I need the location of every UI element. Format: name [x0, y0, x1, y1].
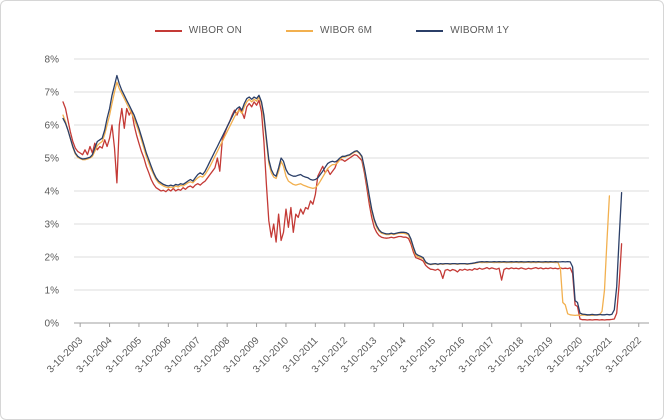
legend-item-wiborm-1y: WIBORM 1Y	[416, 25, 509, 36]
series-line-wibor-6m	[62, 81, 611, 317]
legend-label: WIBORM 1Y	[450, 25, 510, 36]
legend-label: WIBOR 6M	[320, 25, 373, 36]
legend-item-wibor-6m: WIBOR 6M	[286, 25, 372, 36]
y-tick-label: 1%	[45, 286, 60, 297]
y-tick-label: 2%	[45, 253, 60, 264]
y-tick-label: 8%	[45, 55, 60, 66]
legend-label: WIBOR ON	[188, 25, 243, 36]
legend-line-swatch-orange	[286, 29, 314, 32]
legend-line-swatch-navy	[416, 29, 444, 32]
chart-legend: WIBOR ON WIBOR 6M WIBORM 1Y	[1, 25, 663, 36]
y-tick-label: 0%	[45, 319, 60, 330]
y-tick-label: 4%	[45, 187, 60, 198]
y-tick-label: 5%	[45, 154, 60, 165]
legend-item-wibor-on: WIBOR ON	[154, 25, 243, 36]
y-tick-label: 6%	[45, 121, 60, 132]
y-tick-label: 3%	[45, 220, 60, 231]
series-line-wiborm-1y	[62, 74, 623, 316]
legend-line-swatch-red	[154, 29, 182, 32]
y-tick-label: 7%	[45, 88, 60, 99]
series-line-wibor-on	[62, 99, 623, 321]
